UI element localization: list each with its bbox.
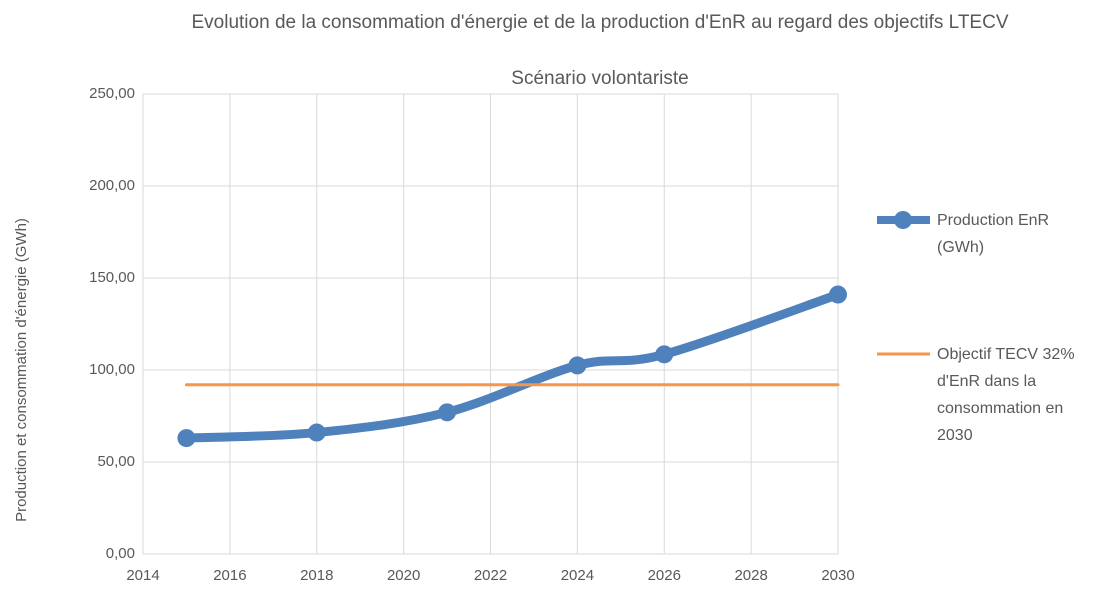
- chart-subtitle: Scénario volontariste: [511, 68, 689, 89]
- y-tick-label: 200,00: [89, 177, 135, 194]
- x-tick-label: 2026: [648, 567, 681, 584]
- legend-marker: [894, 211, 912, 229]
- legend-label: Production EnR (GWh): [937, 212, 1050, 256]
- y-tick-label: 0,00: [106, 545, 135, 562]
- y-tick-label: 250,00: [89, 85, 135, 102]
- data-point: [829, 285, 847, 304]
- y-tick-label: 50,00: [97, 453, 135, 470]
- x-tick-label: 2024: [561, 567, 594, 584]
- data-point: [568, 356, 587, 375]
- y-tick-label: 150,00: [89, 269, 135, 286]
- x-tick-label: 2014: [126, 567, 159, 584]
- x-tick-label: 2020: [387, 567, 420, 584]
- y-axis-label: Production et consommation d'énergie (GW…: [13, 218, 30, 522]
- x-tick-label: 2016: [213, 567, 246, 584]
- data-point: [655, 345, 674, 364]
- chart-title: Evolution de la consommation d'énergie e…: [191, 12, 1009, 33]
- legend-label: Objectif TECV 32% d'EnR dans la consomma…: [937, 346, 1075, 444]
- x-tick-label: 2018: [300, 567, 333, 584]
- y-tick-label: 100,00: [89, 361, 135, 378]
- data-point: [177, 429, 196, 448]
- series-line: [181, 290, 843, 443]
- x-tick-label: 2022: [474, 567, 507, 584]
- x-tick-label: 2028: [734, 567, 767, 584]
- x-tick-label: 2030: [821, 567, 854, 584]
- data-point: [307, 423, 326, 442]
- data-point: [438, 403, 457, 422]
